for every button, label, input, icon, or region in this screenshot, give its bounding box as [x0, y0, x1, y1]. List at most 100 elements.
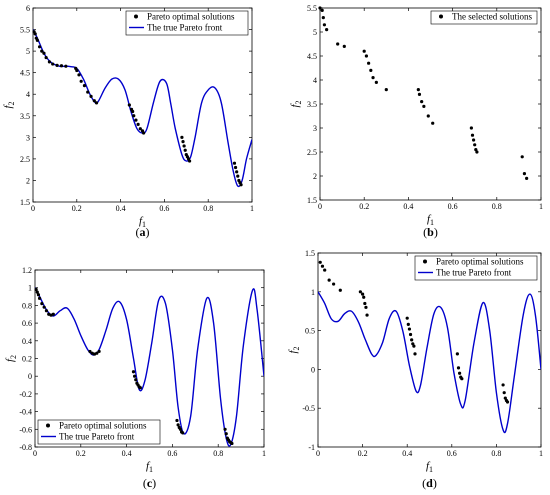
- solution-point: [183, 148, 187, 152]
- solution-point: [327, 278, 331, 282]
- y-tick-label: 0: [28, 372, 32, 381]
- x-tick-label: 1: [262, 449, 266, 458]
- solution-point: [522, 172, 527, 176]
- solution-point: [92, 99, 96, 103]
- solution-point: [361, 292, 365, 296]
- x-tick-label: 0.4: [116, 204, 126, 213]
- solution-point: [180, 135, 184, 139]
- solution-point: [55, 63, 59, 67]
- solution-point: [470, 133, 475, 137]
- solution-point: [178, 427, 183, 431]
- y-axis-label: f2: [2, 101, 16, 108]
- solution-point: [59, 64, 64, 68]
- legend-entry-label: Pareto optimal solutions: [59, 421, 147, 431]
- legend-marker-dot: [134, 14, 138, 19]
- y-tick-label: -0.5: [302, 404, 315, 413]
- y-tick-label: 4: [26, 90, 30, 99]
- legend-box: [414, 255, 538, 281]
- y-tick-label: 4: [313, 76, 317, 85]
- x-tick-label: 0: [31, 204, 35, 213]
- legend-entry-label: The true Pareto front: [436, 268, 512, 278]
- solution-point: [363, 301, 367, 306]
- y-tick-label: 4.5: [20, 69, 30, 78]
- x-tick-label: 0.8: [213, 449, 223, 458]
- legend-marker-dot: [423, 259, 427, 264]
- solution-point: [79, 79, 83, 83]
- panel-label: (d): [422, 476, 437, 490]
- y-tick-label: -0.4: [19, 408, 32, 417]
- x-tick-label: 1: [250, 204, 254, 213]
- y-tick-label: 0.5: [305, 327, 315, 336]
- legend-entry-label: Pareto optimal solutions: [147, 12, 235, 22]
- x-axis-label: f1: [146, 460, 153, 474]
- y-tick-label: 5.5: [307, 4, 317, 13]
- solution-point: [342, 44, 346, 49]
- legend-marker-dot: [46, 423, 50, 428]
- x-axis-label: f1: [426, 460, 433, 474]
- solution-point: [520, 155, 524, 159]
- solution-point: [230, 441, 234, 446]
- y-tick-label: 0.6: [22, 319, 32, 328]
- solution-point: [410, 338, 414, 342]
- x-tick-label: 0.2: [72, 204, 82, 213]
- y-tick-label: 4.5: [307, 52, 317, 61]
- x-tick-label: 0: [316, 449, 320, 458]
- solution-point: [236, 174, 240, 178]
- x-tick-label: 0.2: [358, 449, 368, 458]
- solution-point: [460, 377, 464, 381]
- pareto-front-line: [35, 287, 264, 447]
- solution-point: [97, 349, 101, 354]
- solution-point: [132, 114, 136, 118]
- solution-point: [369, 68, 373, 72]
- solution-point: [469, 126, 473, 130]
- solution-point: [318, 6, 322, 10]
- solution-point: [77, 73, 81, 77]
- y-tick-label: 3.5: [20, 112, 30, 121]
- solution-point: [525, 176, 529, 180]
- plot-frame: [32, 7, 253, 203]
- y-tick-label: 5: [313, 28, 317, 37]
- solution-point: [458, 371, 462, 375]
- x-axis-label: f1: [139, 215, 146, 229]
- solution-point: [131, 109, 135, 114]
- solution-point: [384, 88, 388, 92]
- solution-point: [94, 101, 99, 105]
- solution-point: [40, 49, 44, 53]
- solution-point: [412, 344, 416, 348]
- solution-point: [426, 114, 430, 118]
- solution-point: [127, 103, 131, 107]
- y-tick-label: 3: [313, 124, 317, 133]
- solution-point: [502, 391, 506, 395]
- x-tick-label: 0.6: [167, 449, 177, 458]
- panel-b-chart: 0 0.2 0.4 0.6 0.8 1 1.5 2 2.5 3 3.5 4 4.5 5 5.5 f1 f2 (b)…: [289, 4, 543, 239]
- y-tick-label: 1: [28, 284, 32, 293]
- x-tick-label: 0: [33, 449, 37, 458]
- y-tick-label: 0: [311, 365, 315, 374]
- solution-point: [325, 28, 329, 32]
- solution-point: [422, 104, 426, 108]
- solution-point: [431, 121, 435, 125]
- solution-point: [501, 383, 505, 387]
- solution-point: [176, 423, 180, 427]
- x-tick-label: 0.2: [76, 449, 86, 458]
- solution-point: [131, 370, 136, 374]
- x-tick-label: 1: [539, 202, 543, 211]
- y-tick-label: 3: [26, 133, 30, 142]
- y-axis-label: f2: [289, 100, 303, 107]
- y-tick-label: 1: [311, 288, 315, 297]
- solution-point: [455, 352, 459, 356]
- x-tick-label: 0.4: [122, 449, 132, 458]
- panel-label: (c): [143, 476, 156, 490]
- solution-point: [362, 295, 366, 299]
- solution-point: [138, 127, 142, 131]
- solution-point: [362, 49, 366, 53]
- solution-point: [408, 332, 413, 337]
- solution-point: [407, 327, 412, 331]
- x-tick-label: 0.8: [491, 449, 501, 458]
- solution-point: [187, 159, 192, 163]
- pareto-front-line: [318, 291, 541, 434]
- legend-box: [37, 419, 161, 445]
- solution-point: [37, 45, 42, 49]
